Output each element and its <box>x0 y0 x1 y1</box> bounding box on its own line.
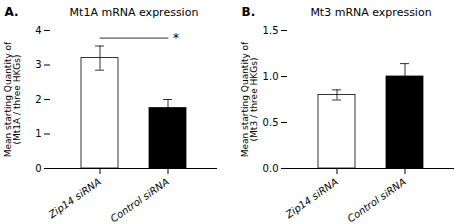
svg-text:Control siRNA: Control siRNA <box>345 176 408 224</box>
svg-text:2: 2 <box>35 94 41 105</box>
svg-text:1: 1 <box>35 128 41 139</box>
svg-text:A.: A. <box>5 5 19 19</box>
svg-text:B.: B. <box>242 5 256 19</box>
svg-text:*: * <box>173 31 179 45</box>
svg-text:1.5: 1.5 <box>263 25 279 36</box>
svg-text:Zip14 siRNA: Zip14 siRNA <box>46 176 103 221</box>
svg-text:Zip14 siRNA: Zip14 siRNA <box>283 176 340 221</box>
svg-text:0.5: 0.5 <box>263 117 279 128</box>
svg-text:Mt3 mRNA expression: Mt3 mRNA expression <box>310 6 431 19</box>
svg-text:3: 3 <box>35 59 41 70</box>
svg-text:Mean starting Quantity of(Mt3: Mean starting Quantity of(Mt3 / three HK… <box>240 41 259 157</box>
svg-text:Mt1A mRNA expression: Mt1A mRNA expression <box>70 6 199 19</box>
svg-text:4: 4 <box>35 25 41 36</box>
svg-text:Control siRNA: Control siRNA <box>108 176 171 224</box>
svg-text:Mean starting Quantity of(Mt1A: Mean starting Quantity of(Mt1A / three H… <box>3 41 22 157</box>
svg-text:0: 0 <box>35 163 41 174</box>
svg-text:0.0: 0.0 <box>263 163 279 174</box>
svg-text:1.0: 1.0 <box>263 71 279 82</box>
